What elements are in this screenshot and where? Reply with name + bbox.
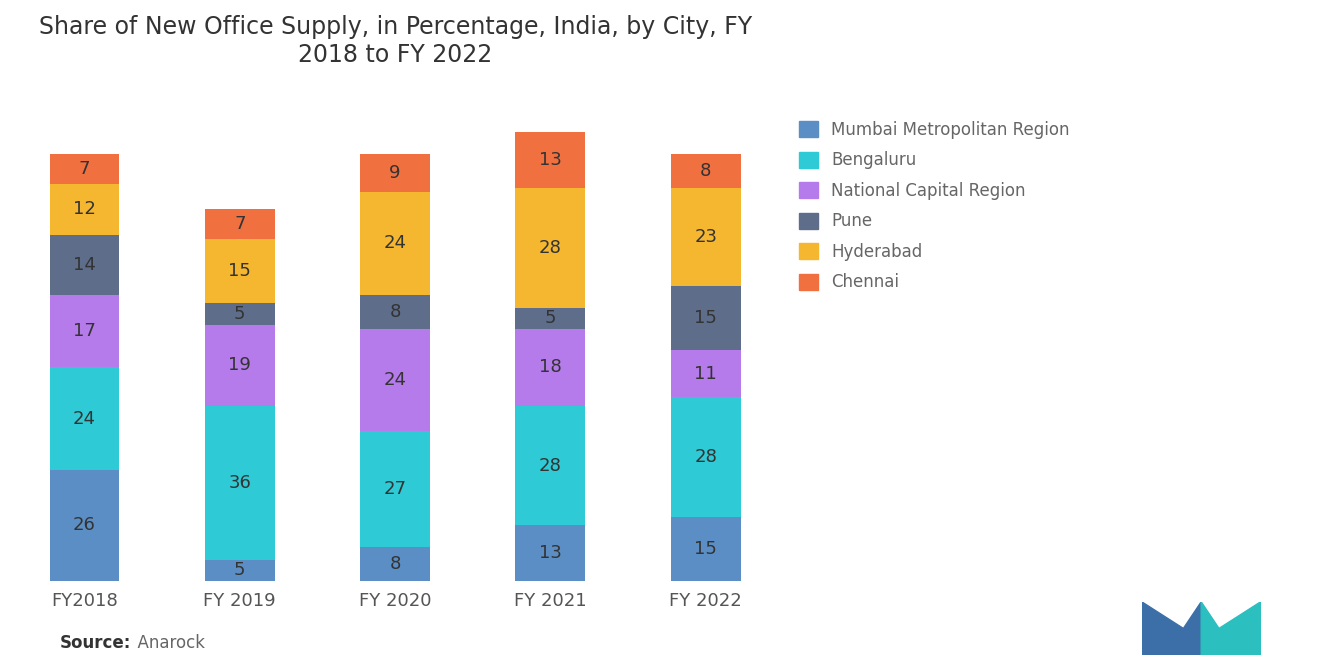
Bar [205,560,275,581]
Text: 27: 27 [384,480,407,498]
Bar [671,397,741,517]
Text: 14: 14 [73,256,96,274]
Bar [50,367,119,470]
Bar [360,329,430,432]
Bar [671,286,741,350]
Bar [671,188,741,286]
Bar [205,303,275,325]
Text: 15: 15 [694,309,717,327]
Text: 24: 24 [384,371,407,389]
Text: 7: 7 [79,160,90,178]
Text: 18: 18 [539,358,562,376]
Bar [50,235,119,295]
Bar [205,406,275,560]
Bar [205,325,275,406]
Text: 9: 9 [389,164,401,182]
Text: 17: 17 [73,322,96,340]
Bar [671,350,741,397]
Text: 5: 5 [234,561,246,579]
Text: 19: 19 [228,356,251,374]
Bar [671,154,741,188]
Bar [360,295,430,329]
Bar [50,295,119,367]
Bar [360,432,430,547]
Bar [50,184,119,235]
Bar [205,239,275,303]
Bar [516,406,585,525]
Text: Anarock: Anarock [127,634,205,652]
Bar [671,517,741,581]
Bar [516,525,585,581]
Text: 5: 5 [234,305,246,323]
Bar [516,307,585,329]
Text: 24: 24 [384,234,407,253]
Legend: Mumbai Metropolitan Region, Bengaluru, National Capital Region, Pune, Hyderabad,: Mumbai Metropolitan Region, Bengaluru, N… [791,112,1078,300]
Text: 13: 13 [539,544,562,562]
Text: 36: 36 [228,473,251,491]
Bar [360,192,430,295]
Bar [516,132,585,188]
Bar [516,329,585,406]
Bar [516,188,585,307]
Text: 28: 28 [539,239,562,257]
Title: Share of New Office Supply, in Percentage, India, by City, FY
2018 to FY 2022: Share of New Office Supply, in Percentag… [38,15,751,66]
Text: 8: 8 [389,303,401,321]
Bar [360,154,430,192]
Text: 5: 5 [545,309,556,327]
Text: 8: 8 [389,555,401,573]
Text: 12: 12 [73,200,96,218]
Bar [50,470,119,581]
Text: 24: 24 [73,410,96,428]
Text: 13: 13 [539,151,562,169]
Text: 8: 8 [700,162,711,180]
Bar [205,209,275,239]
Text: Source:: Source: [59,634,131,652]
Text: 26: 26 [73,517,96,535]
Bar [50,154,119,184]
Text: 7: 7 [234,215,246,233]
Text: 15: 15 [694,540,717,558]
Text: 11: 11 [694,364,717,383]
Text: 28: 28 [539,457,562,475]
Text: 28: 28 [694,448,717,466]
Polygon shape [1201,602,1261,655]
Bar [360,547,430,581]
Polygon shape [1142,602,1201,655]
Text: 15: 15 [228,262,251,280]
Text: 23: 23 [694,228,717,246]
